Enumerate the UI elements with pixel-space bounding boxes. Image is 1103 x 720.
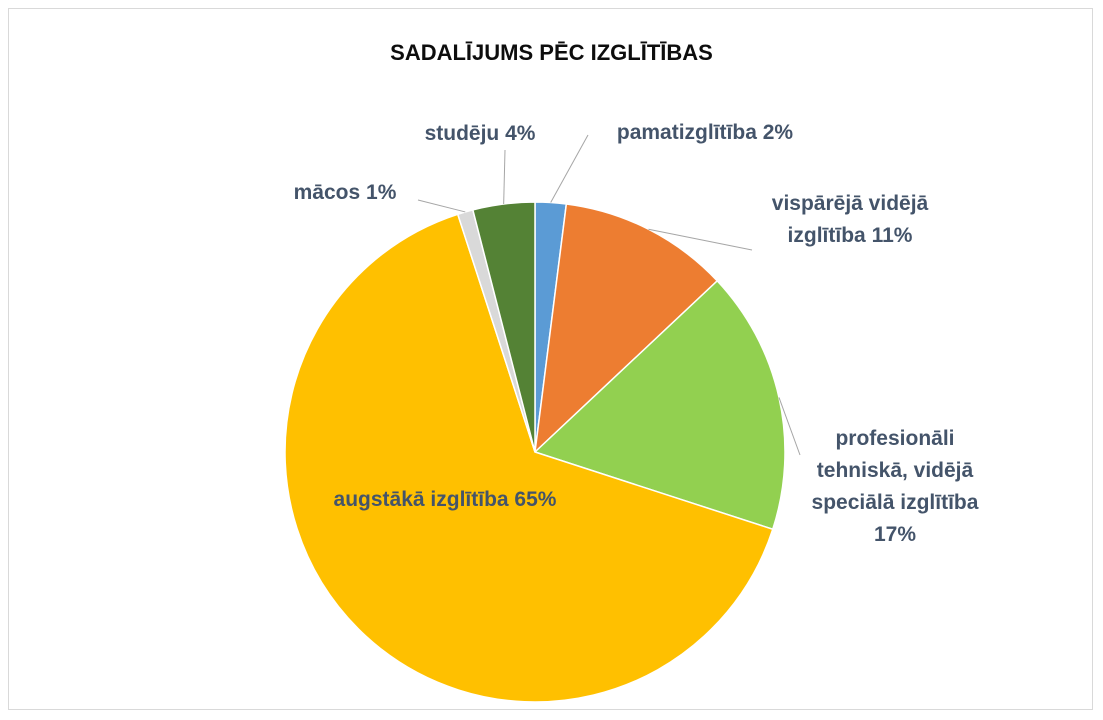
category-label: mācos [293,181,361,204]
chart-frame [8,8,1093,710]
data-label: vispārējā vidējā izglītība 11% [750,188,950,252]
category-label: profesionāli tehniskā, vidējā speciālā i… [811,427,979,514]
category-label: studēju [424,122,500,145]
category-label: augstākā izglītība [333,488,509,511]
chart-title: SADALĪJUMS PĒC IZGLĪTĪBAS [390,40,713,65]
value-label: 17% [873,523,917,546]
value-label: 65% [514,488,557,511]
pie-slice [533,279,786,531]
pie-slice [471,201,536,453]
pie-slice [533,203,719,454]
data-label: mācos 1% [270,177,420,209]
value-label: 2% [762,121,794,144]
data-label: studēju 4% [395,118,565,150]
pie-slice [284,213,774,703]
leader-line [778,397,801,456]
data-label: augstākā izglītība 65% [330,484,560,516]
category-label: pamatizglītība [616,121,757,144]
category-label: vispārējā vidējā izglītība [771,192,929,247]
leader-line [550,134,589,203]
data-label: pamatizglītība 2% [590,117,820,149]
leader-line [417,199,466,213]
leader-line [648,228,753,251]
value-label: 4% [505,122,536,145]
leader-line [503,149,506,204]
value-label: 1% [366,181,397,204]
data-label: profesionāli tehniskā, vidējā speciālā i… [790,423,1000,551]
value-label: 11% [871,224,913,247]
